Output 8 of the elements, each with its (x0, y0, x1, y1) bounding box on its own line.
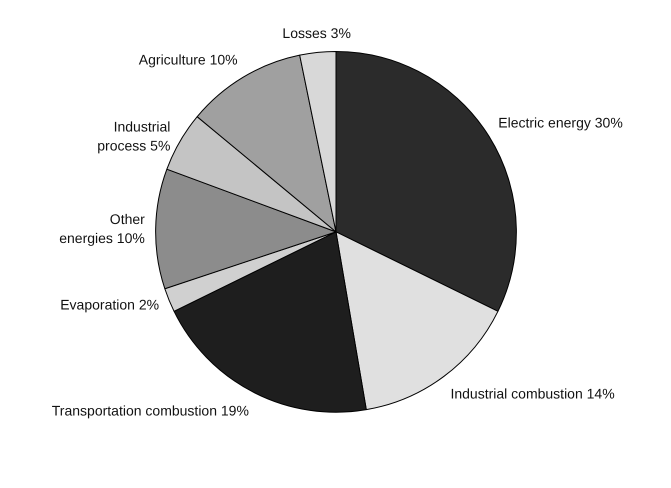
slice-label: Losses 3% (282, 25, 351, 42)
slice-label: Industrial combustion 14% (450, 385, 615, 402)
slice-label: Agriculture 10% (138, 52, 238, 68)
slice-label: Evaporation 2% (60, 296, 160, 312)
slice-label: Transportation combustion 19% (52, 402, 249, 418)
slice-label: Other energies 10% (59, 211, 146, 246)
slice-label: Electric energy 30% (498, 114, 623, 131)
slice-label: Industrial process 5% (97, 118, 170, 154)
